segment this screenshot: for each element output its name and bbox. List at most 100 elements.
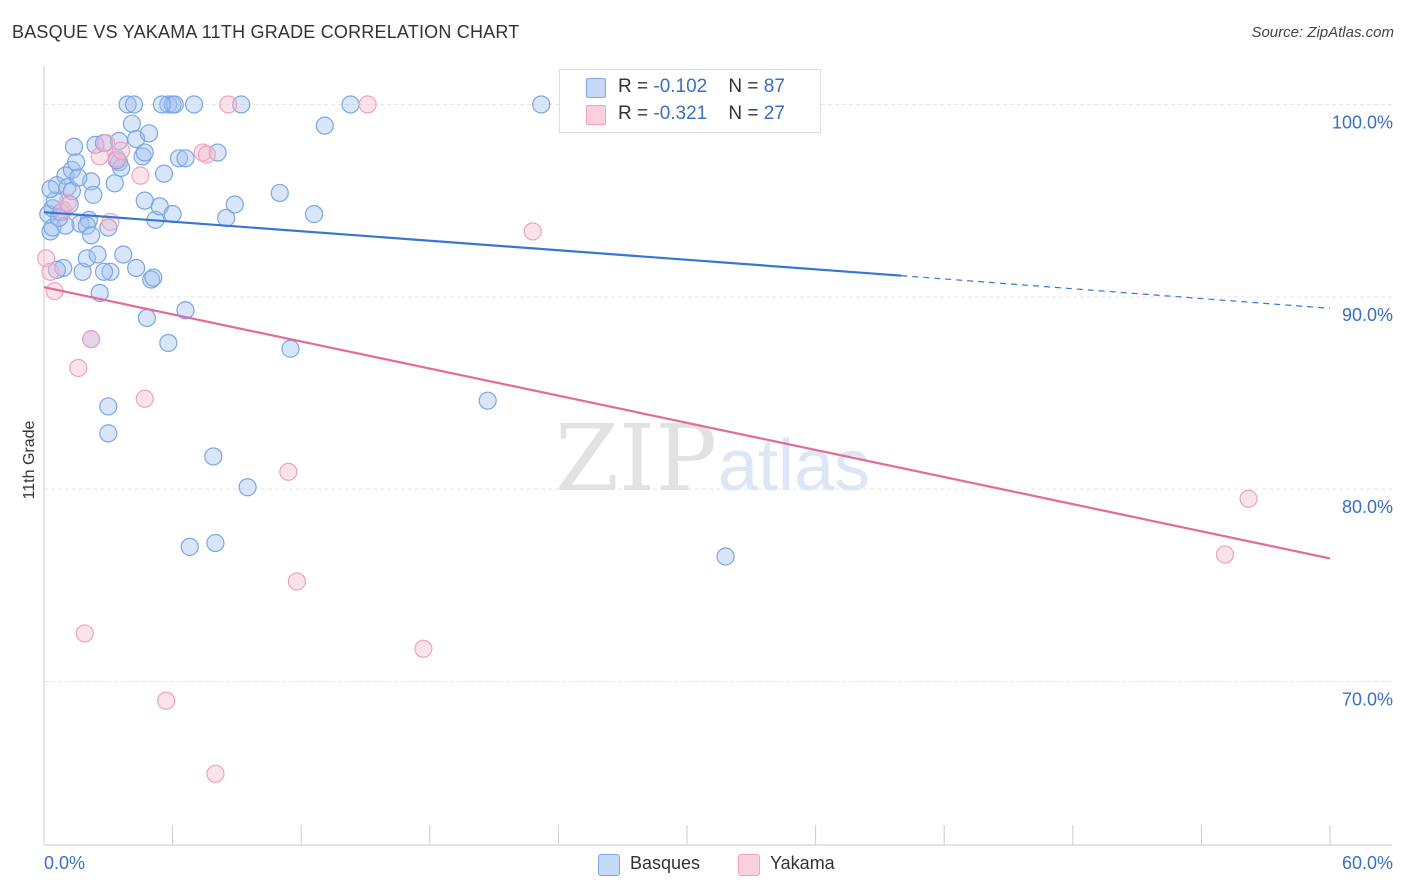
basques-point bbox=[206, 533, 225, 553]
yakama-point bbox=[197, 145, 216, 164]
basques-point bbox=[184, 95, 204, 114]
yakama-point bbox=[37, 249, 56, 268]
y-tick-label: 80.0% bbox=[1342, 497, 1393, 517]
yakama-point bbox=[1239, 489, 1258, 508]
stats-legend: R = -0.102 N = 87 R = -0.321 N = 27 bbox=[559, 69, 821, 133]
source-label: Source: ZipAtlas.com bbox=[1251, 24, 1394, 41]
basques-point bbox=[165, 95, 184, 114]
gridlines bbox=[44, 103, 1392, 683]
yakama-n-label: N = bbox=[728, 103, 764, 124]
yakama-point bbox=[219, 95, 238, 114]
chart-title: BASQUE VS YAKAMA 11TH GRADE CORRELATION … bbox=[12, 22, 520, 42]
basques-point bbox=[154, 164, 174, 183]
yakama-point bbox=[69, 358, 88, 378]
basques-point bbox=[73, 262, 92, 281]
basques-point bbox=[144, 268, 163, 287]
basques-r-value: -0.102 bbox=[653, 76, 708, 97]
yakama-point bbox=[75, 624, 94, 643]
yakama-points bbox=[37, 95, 1258, 783]
yakama-n-value: 27 bbox=[763, 103, 785, 124]
x-tick-label-min: 0.0% bbox=[44, 853, 85, 873]
basques-point bbox=[139, 124, 159, 143]
basques-point bbox=[118, 95, 137, 114]
yakama-point bbox=[41, 262, 60, 281]
basques-point bbox=[127, 258, 146, 278]
basques-swatch bbox=[586, 78, 606, 98]
basques-point bbox=[47, 260, 66, 279]
basques-point bbox=[270, 183, 289, 203]
basques-point bbox=[225, 195, 244, 214]
yakama-point bbox=[206, 764, 225, 783]
yakama-point bbox=[131, 166, 150, 185]
basques-trend-extension bbox=[901, 275, 1331, 309]
yakama-point bbox=[287, 572, 307, 591]
basques-point bbox=[315, 116, 334, 135]
basques-point bbox=[304, 205, 324, 224]
basques-point bbox=[180, 537, 199, 556]
y-tick-label: 100.0% bbox=[1332, 112, 1393, 132]
basques-point bbox=[137, 308, 156, 328]
yakama-point bbox=[135, 389, 154, 408]
basques-point bbox=[238, 478, 257, 497]
yakama-swatch bbox=[586, 105, 606, 125]
basques-point bbox=[532, 95, 551, 114]
x-tick-label-max: 60.0% bbox=[1342, 853, 1393, 873]
yakama-point bbox=[414, 639, 433, 658]
basques-point bbox=[122, 114, 141, 133]
yakama-point bbox=[82, 330, 101, 349]
basques-point bbox=[84, 185, 103, 204]
y-tick-label: 90.0% bbox=[1342, 305, 1393, 325]
basques-point bbox=[176, 301, 195, 320]
basques-point bbox=[159, 95, 178, 114]
basques-point bbox=[77, 249, 96, 268]
yakama-point bbox=[358, 95, 377, 114]
basques-point bbox=[88, 245, 107, 264]
legend-basques-label: Basques bbox=[630, 853, 701, 873]
yakama-r-label: R = bbox=[618, 103, 654, 124]
yakama-point bbox=[157, 691, 176, 710]
legend-basques-swatch bbox=[598, 854, 620, 876]
basques-point bbox=[77, 216, 96, 235]
yakama-trend-line bbox=[43, 286, 1331, 560]
basques-point bbox=[41, 180, 60, 199]
basques-n-value: 87 bbox=[763, 76, 785, 97]
watermark-atlas: atlas bbox=[718, 426, 870, 506]
basques-point bbox=[101, 262, 120, 281]
legend-yakama-label: Yakama bbox=[770, 853, 835, 873]
yakama-point bbox=[97, 133, 116, 153]
basques-point bbox=[64, 137, 84, 156]
basques-point bbox=[94, 262, 114, 281]
basques-point bbox=[281, 339, 300, 358]
basques-r-label: R = bbox=[618, 76, 654, 97]
basques-point bbox=[159, 333, 178, 353]
basques-point bbox=[176, 149, 195, 168]
y-axis-label: 11th Grade bbox=[21, 420, 38, 500]
watermark: ZIP atlas bbox=[555, 405, 870, 512]
yakama-point bbox=[523, 222, 542, 241]
basques-point bbox=[124, 95, 144, 114]
yakama-point bbox=[1215, 545, 1235, 564]
watermark-zip: ZIP bbox=[555, 405, 717, 512]
legend-yakama-swatch bbox=[738, 854, 760, 876]
basques-trend-line bbox=[43, 211, 902, 277]
basques-point bbox=[478, 391, 497, 410]
y-tick-label: 70.0% bbox=[1342, 690, 1393, 710]
basques-n-label: N = bbox=[728, 76, 764, 97]
basques-point bbox=[232, 95, 251, 114]
basques-point bbox=[169, 149, 189, 168]
basques-point bbox=[135, 191, 154, 210]
basques-point bbox=[99, 397, 118, 416]
basques-point bbox=[341, 95, 360, 114]
basques-point bbox=[114, 245, 133, 264]
basques-point bbox=[152, 95, 171, 114]
basques-point bbox=[716, 547, 735, 566]
basques-point bbox=[67, 153, 86, 172]
trend-lines bbox=[43, 211, 1331, 560]
axes bbox=[43, 66, 1392, 846]
yakama-r-value: -0.321 bbox=[653, 103, 708, 124]
basques-point bbox=[135, 143, 154, 162]
basques-point bbox=[163, 205, 182, 224]
basques-point bbox=[99, 424, 118, 443]
basques-point bbox=[69, 168, 88, 187]
